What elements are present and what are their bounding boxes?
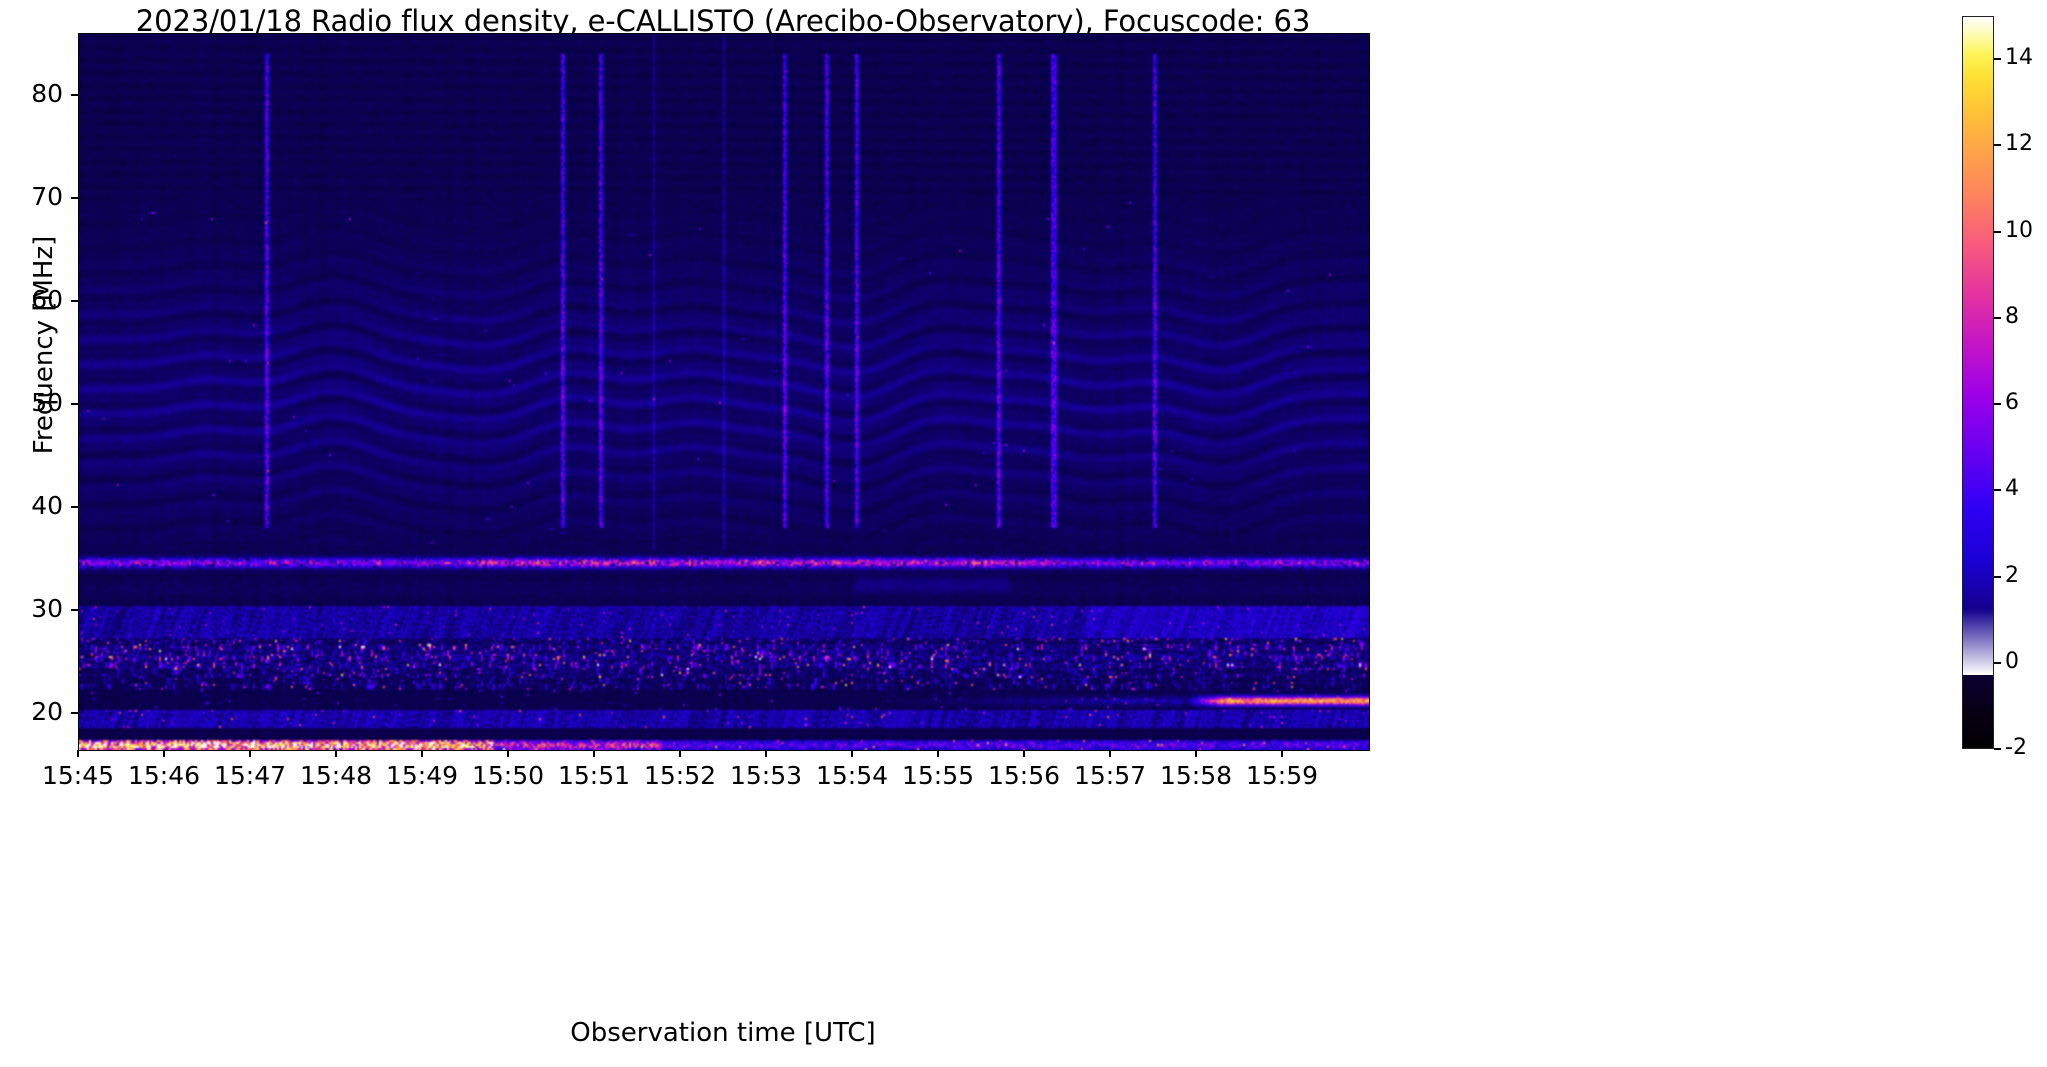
y-tick-label: 50 <box>31 387 63 417</box>
x-tick-label: 15:57 <box>1073 761 1147 790</box>
x-tick-mark <box>1109 750 1111 757</box>
y-tick-label: 60 <box>31 284 63 314</box>
x-tick-label: 15:56 <box>987 761 1061 790</box>
y-tick-mark <box>71 505 78 508</box>
plot-axes <box>78 33 1370 751</box>
x-tick-mark <box>1280 750 1283 757</box>
x-tick-label: 15:48 <box>299 761 373 790</box>
colorbar-tick-mark <box>1994 403 2001 406</box>
x-tick-mark <box>937 750 939 757</box>
x-tick-label: 15:45 <box>41 761 115 790</box>
x-tick-mark <box>248 750 251 757</box>
colorbar-gradient <box>1962 16 1994 749</box>
x-tick-mark <box>764 750 767 757</box>
colorbar-tick-label: 2 <box>2005 562 2019 588</box>
y-tick-mark <box>71 402 78 405</box>
x-tick-label: 15:46 <box>127 761 201 790</box>
spectrogram-heatmap-image <box>79 34 1369 750</box>
x-tick-label: 15:59 <box>1245 761 1319 790</box>
x-tick-label: 15:50 <box>471 761 545 790</box>
colorbar-tick-mark <box>1994 230 2001 233</box>
x-tick-mark <box>421 750 423 757</box>
x-tick-mark <box>335 750 337 757</box>
x-tick-label: 15:55 <box>901 761 975 790</box>
x-tick-label: 15:52 <box>643 761 717 790</box>
y-tick-mark <box>71 93 78 96</box>
colorbar-tick-label: 14 <box>2005 45 2033 71</box>
y-tick-label: 40 <box>31 490 63 520</box>
x-tick-mark <box>1022 750 1025 757</box>
colorbar-tick-mark <box>1994 575 2001 578</box>
x-tick-mark <box>163 750 165 757</box>
y-tick-label: 80 <box>31 78 63 108</box>
x-tick-label: 15:47 <box>213 761 287 790</box>
spectrogram-canvas <box>79 34 1369 750</box>
y-tick-label: 20 <box>31 696 63 726</box>
y-tick-mark <box>71 299 78 302</box>
colorbar-tick-mark <box>1994 144 2001 147</box>
colorbar-tick-mark <box>1994 316 2001 319</box>
y-axis-label: Frequency [MHz] <box>29 235 59 455</box>
colorbar-tick-mark <box>1994 661 2001 664</box>
y-tick-mark <box>71 711 78 714</box>
x-tick-label: 15:58 <box>1159 761 1233 790</box>
x-tick-mark <box>77 750 79 757</box>
x-tick-label: 15:54 <box>815 761 889 790</box>
y-tick-label: 30 <box>31 593 63 623</box>
colorbar-tick-label: 4 <box>2005 476 2019 502</box>
x-tick-mark <box>593 750 595 757</box>
x-tick-mark <box>1195 750 1197 757</box>
colorbar-tick-label: 12 <box>2005 131 2033 157</box>
colorbar-tick-mark <box>1994 58 2001 61</box>
y-tick-mark <box>71 196 78 199</box>
y-tick-mark <box>71 608 78 611</box>
x-axis-label: Observation time [UTC] <box>570 1018 876 1048</box>
colorbar-tick-mark <box>1994 489 2001 492</box>
x-tick-mark <box>851 750 853 757</box>
y-tick-label: 70 <box>31 181 63 211</box>
colorbar-tick-label: 8 <box>2005 303 2019 329</box>
colorbar-tick-label: -2 <box>2005 735 2027 760</box>
colorbar-tick-label: 10 <box>2005 217 2033 243</box>
x-tick-mark <box>679 750 681 757</box>
figure-title: 2023/01/18 Radio flux density, e-CALLIST… <box>135 4 1311 38</box>
colorbar <box>1962 16 1994 749</box>
x-tick-label: 15:51 <box>557 761 631 790</box>
x-tick-label: 15:53 <box>729 761 803 790</box>
colorbar-tick-mark <box>1994 748 2001 750</box>
colorbar-tick-label: 6 <box>2005 390 2019 416</box>
colorbar-tick-label: 0 <box>2005 648 2019 674</box>
x-tick-mark <box>506 750 509 757</box>
x-tick-label: 15:49 <box>385 761 459 790</box>
